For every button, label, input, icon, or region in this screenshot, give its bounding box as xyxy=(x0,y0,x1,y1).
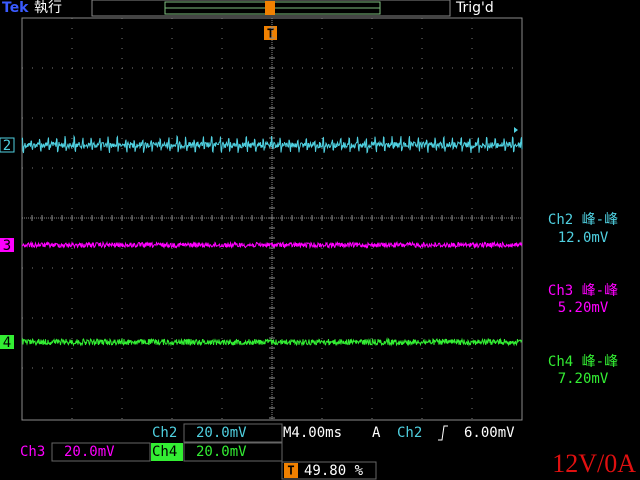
channel-label: Ch3 xyxy=(20,444,45,460)
scale-box xyxy=(183,442,283,462)
trigger-marker-box xyxy=(264,26,277,40)
traces xyxy=(21,127,523,347)
scale-box xyxy=(183,423,283,443)
position-box xyxy=(281,461,377,480)
channel-label-box xyxy=(151,443,183,461)
timebase: M4.00ms xyxy=(283,425,342,441)
ch3-marker-box xyxy=(0,238,14,252)
ch4-marker-box xyxy=(0,335,14,349)
brand: Tek xyxy=(2,0,29,16)
trigger-pos-icon xyxy=(265,1,275,15)
ch3-marker: 3 xyxy=(3,238,11,254)
trigger-level-marker xyxy=(514,127,518,133)
slope-icon xyxy=(438,425,448,441)
measure-label: Ch2 峰-峰 xyxy=(548,212,618,228)
annotation: 12V/0A xyxy=(552,449,636,478)
ch2-marker: 2 xyxy=(3,138,11,154)
record-box xyxy=(91,0,451,17)
channel-scale: 20.0mV xyxy=(196,444,247,460)
trigger-marker: T xyxy=(267,27,274,41)
position-marker-box xyxy=(284,463,298,478)
position-marker: T xyxy=(287,464,294,478)
scale-box xyxy=(51,442,151,462)
trigger-level: 6.00mV xyxy=(464,425,515,441)
trigger-status: Trig'd xyxy=(455,0,494,16)
trigger-source: Ch2 xyxy=(397,425,422,441)
measure-value: 12.0mV xyxy=(558,230,609,246)
run-status: 執行 xyxy=(34,0,62,16)
waveform xyxy=(21,240,523,250)
measure-value: 5.20mV xyxy=(558,300,609,316)
trigger-mode: A xyxy=(372,425,381,441)
measure-label: Ch4 峰-峰 xyxy=(548,354,618,370)
waveform xyxy=(21,134,523,154)
channel-scale: 20.0mV xyxy=(196,425,247,441)
horizontal-position: 49.80 % xyxy=(304,463,364,479)
measure-label: Ch3 峰-峰 xyxy=(548,283,618,299)
channel-label: Ch2 xyxy=(152,425,177,441)
channel-label: Ch4 xyxy=(152,444,177,460)
graticule xyxy=(21,17,523,420)
measure-value: 7.20mV xyxy=(558,371,609,387)
ch4-marker: 4 xyxy=(3,335,11,351)
ch2-marker-box xyxy=(0,137,15,153)
waveform xyxy=(21,337,523,347)
channel-scale: 20.0mV xyxy=(64,444,115,460)
